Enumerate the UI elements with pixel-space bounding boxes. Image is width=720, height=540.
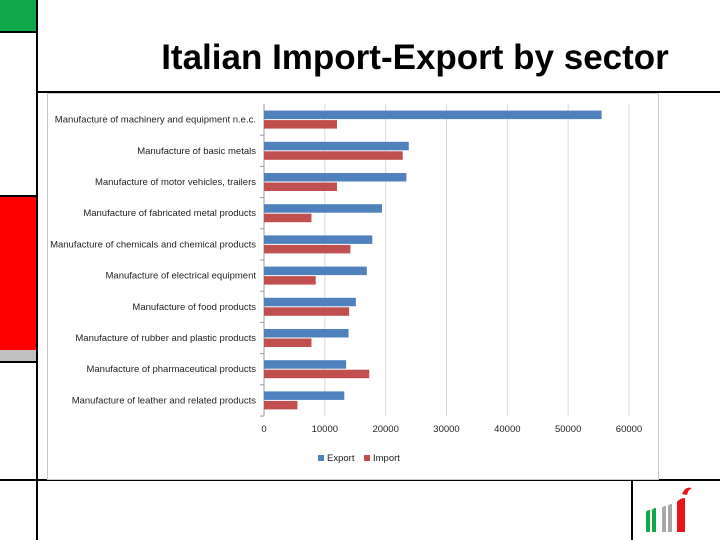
category-label: Manufacture of leather and related produ… [72, 395, 257, 406]
bottom-rule [0, 479, 720, 481]
red-block [0, 197, 36, 350]
legend-label-export: Export [327, 453, 355, 464]
bar-export [264, 141, 409, 151]
category-label: Manufacture of fabricated metal products [83, 208, 256, 219]
x-tick-label: 10000 [312, 424, 338, 435]
category-label: Manufacture of chemicals and chemical pr… [50, 239, 256, 250]
bar-import [264, 213, 312, 223]
slide-title: Italian Import-Export by sector [161, 38, 669, 77]
bar-import [264, 369, 370, 379]
legend-swatch-export [318, 455, 324, 461]
bar-export [264, 391, 345, 400]
bar-import [264, 151, 403, 160]
grey-block [0, 350, 36, 361]
title-rule [36, 91, 720, 93]
mid-left-rule [0, 195, 38, 197]
x-tick-label: 30000 [433, 424, 459, 435]
category-label: Manufacture of machinery and equipment n… [55, 115, 256, 126]
category-label: Manufacture of electrical equipment [106, 271, 257, 282]
bar-import [264, 182, 337, 191]
bar-import [264, 400, 298, 410]
bar-export [264, 204, 383, 213]
category-label: Manufacture of rubber and plastic produc… [75, 333, 256, 344]
x-tick-label: 0 [261, 424, 266, 435]
legend-label-import: Import [373, 453, 400, 464]
bar-export [264, 235, 373, 244]
category-label: Manufacture of basic metals [137, 146, 256, 157]
top-left-rule [0, 31, 38, 33]
bar-logo-icon [646, 487, 692, 532]
bar-export [264, 173, 407, 182]
x-tick-label: 40000 [494, 424, 520, 435]
bar-chart: 0 10000 20000 30000 40000 50000 60000 Manufactu… [50, 104, 642, 464]
bar-export [264, 360, 347, 369]
green-block [0, 0, 36, 31]
lower-left-rule [0, 361, 38, 363]
x-tick-label: 50000 [555, 424, 581, 435]
bar-import [264, 120, 337, 129]
chart-frame: 0 10000 20000 30000 40000 50000 60000 Manufactu… [47, 93, 659, 480]
category-label: Manufacture of motor vehicles, trailers [95, 177, 256, 188]
bar-import [264, 244, 351, 254]
x-tick-label: 20000 [372, 424, 398, 435]
bar-import [264, 338, 312, 347]
bar-export [264, 329, 349, 338]
category-label: Manufacture of pharmaceutical products [86, 364, 256, 375]
bar-export [264, 266, 367, 276]
bar-export [264, 297, 356, 307]
bar-import [264, 307, 350, 316]
right-divider [631, 479, 633, 540]
bar-export [264, 110, 602, 120]
x-tick-label: 60000 [616, 424, 642, 435]
category-label: Manufacture of food products [132, 302, 256, 313]
bar-import [264, 276, 316, 285]
left-divider [36, 0, 38, 540]
legend-swatch-import [364, 455, 370, 461]
